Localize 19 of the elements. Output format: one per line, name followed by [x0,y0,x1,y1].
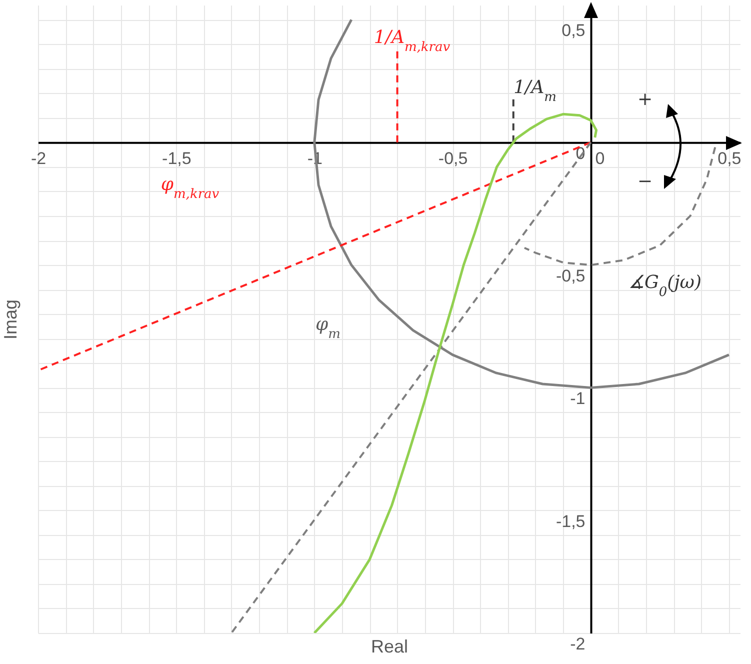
y-tick-label: -1,5 [556,512,586,531]
x-tick-label: -1,5 [162,148,192,168]
annotation: + [637,89,653,110]
x-tick-label: 0 [595,148,605,168]
annotation: φ$_{m,krav}$ [160,174,220,202]
y-tick-label: -2 [570,634,586,654]
y-tick-label: -1 [570,389,586,408]
annotation: − [637,171,653,192]
x-tick-label: -2 [30,148,46,168]
annotation: 1/A$_{m}$ [514,77,556,104]
annotation: ∡G$_{0}$(jω) [628,272,702,300]
y-axis-title: Imag [0,299,20,340]
annotation: 1/A$_{m,krav}$ [374,27,451,54]
annotation: φ$_{m}$ [316,314,340,342]
y-tick-label: -0,5 [556,266,586,286]
y-tick-label: 0,5 [562,21,586,40]
x-tick-label: -0,5 [438,148,468,168]
x-axis-title: Real [370,636,408,656]
x-tick-label: 0,5 [718,148,742,168]
